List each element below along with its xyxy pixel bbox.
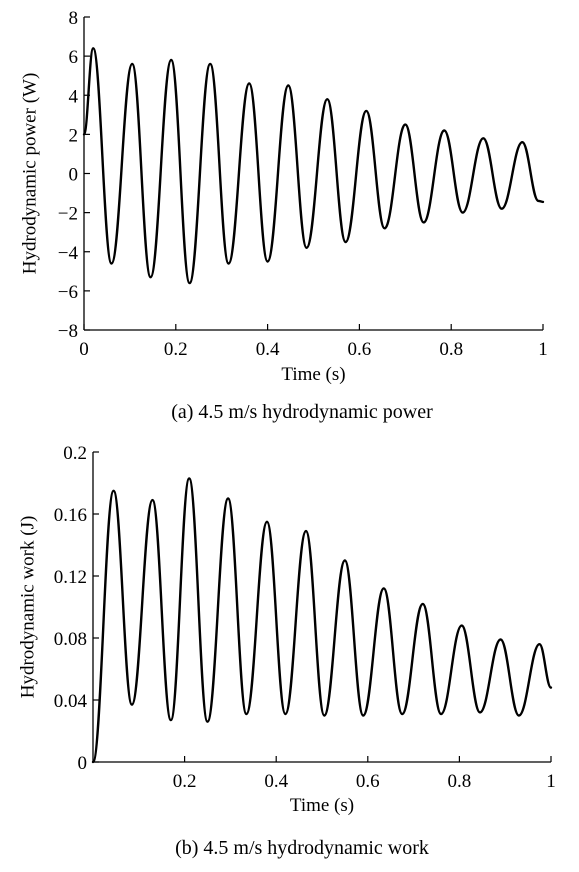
chart-power: 0 0.2 0.4 0.6 0.8 1 −8 −6 −4 −2 0 2 4 6 8 Time (s) Hyd… [19,8,547,423]
power-x-axis-label: Time (s) [281,364,345,385]
power-y-tick-label: −6 [58,282,78,303]
work-y-axis-label: Hydrodynamic work (J) [17,516,38,699]
power-x-tick-label: 0 [79,339,89,360]
work-x-tick-label: 0.6 [356,771,380,792]
work-y-tick-label: 0.08 [54,629,87,650]
power-axes [83,17,543,331]
work-caption: (b) 4.5 m/s hydrodynamic work [175,837,429,859]
work-series-line [91,477,553,764]
work-y-tick-label: 0 [78,753,88,774]
work-axes [92,452,551,763]
power-ticks: 0 0.2 0.4 0.6 0.8 1 −8 −6 −4 −2 0 2 4 6 8 [58,8,548,360]
work-y-tick-label: 0.04 [54,691,88,712]
power-y-tick-label: −2 [58,204,78,225]
work-x-tick-label: 0.4 [264,771,288,792]
work-y-tick-label: 0.12 [54,567,87,588]
power-x-tick-label: 0.4 [256,339,280,360]
power-x-tick-label: 0.8 [439,339,463,360]
work-x-tick-label: 0.8 [448,771,472,792]
power-x-tick-label: 0.2 [164,339,188,360]
power-x-tick-label: 0.6 [348,339,372,360]
power-y-tick-label: −8 [58,321,78,342]
work-ticks: 0.2 0.4 0.6 0.8 1 0 0.04 0.08 0.12 0.16 0.2 [54,443,556,792]
power-x-tick-label: 1 [538,339,548,360]
work-x-tick-label: 0.2 [173,771,197,792]
power-y-axis-label: Hydrodynamic power (W) [19,73,40,275]
power-series-line [82,47,545,285]
work-y-tick-label: 0.16 [54,505,87,526]
power-caption: (a) 4.5 m/s hydrodynamic power [171,401,433,423]
work-x-axis-label: Time (s) [290,795,354,816]
power-y-tick-label: 4 [69,86,79,107]
work-x-tick-label: 1 [546,771,556,792]
chart-work: 0.2 0.4 0.6 0.8 1 0 0.04 0.08 0.12 0.16 0.2 Time (… [17,443,555,859]
power-y-tick-label: 6 [69,47,79,68]
power-y-tick-label: 8 [69,8,79,29]
power-y-tick-label: 0 [69,165,79,186]
power-y-tick-label: 2 [69,125,79,146]
work-y-tick-label: 0.2 [63,443,87,464]
power-y-tick-label: −4 [58,243,79,264]
